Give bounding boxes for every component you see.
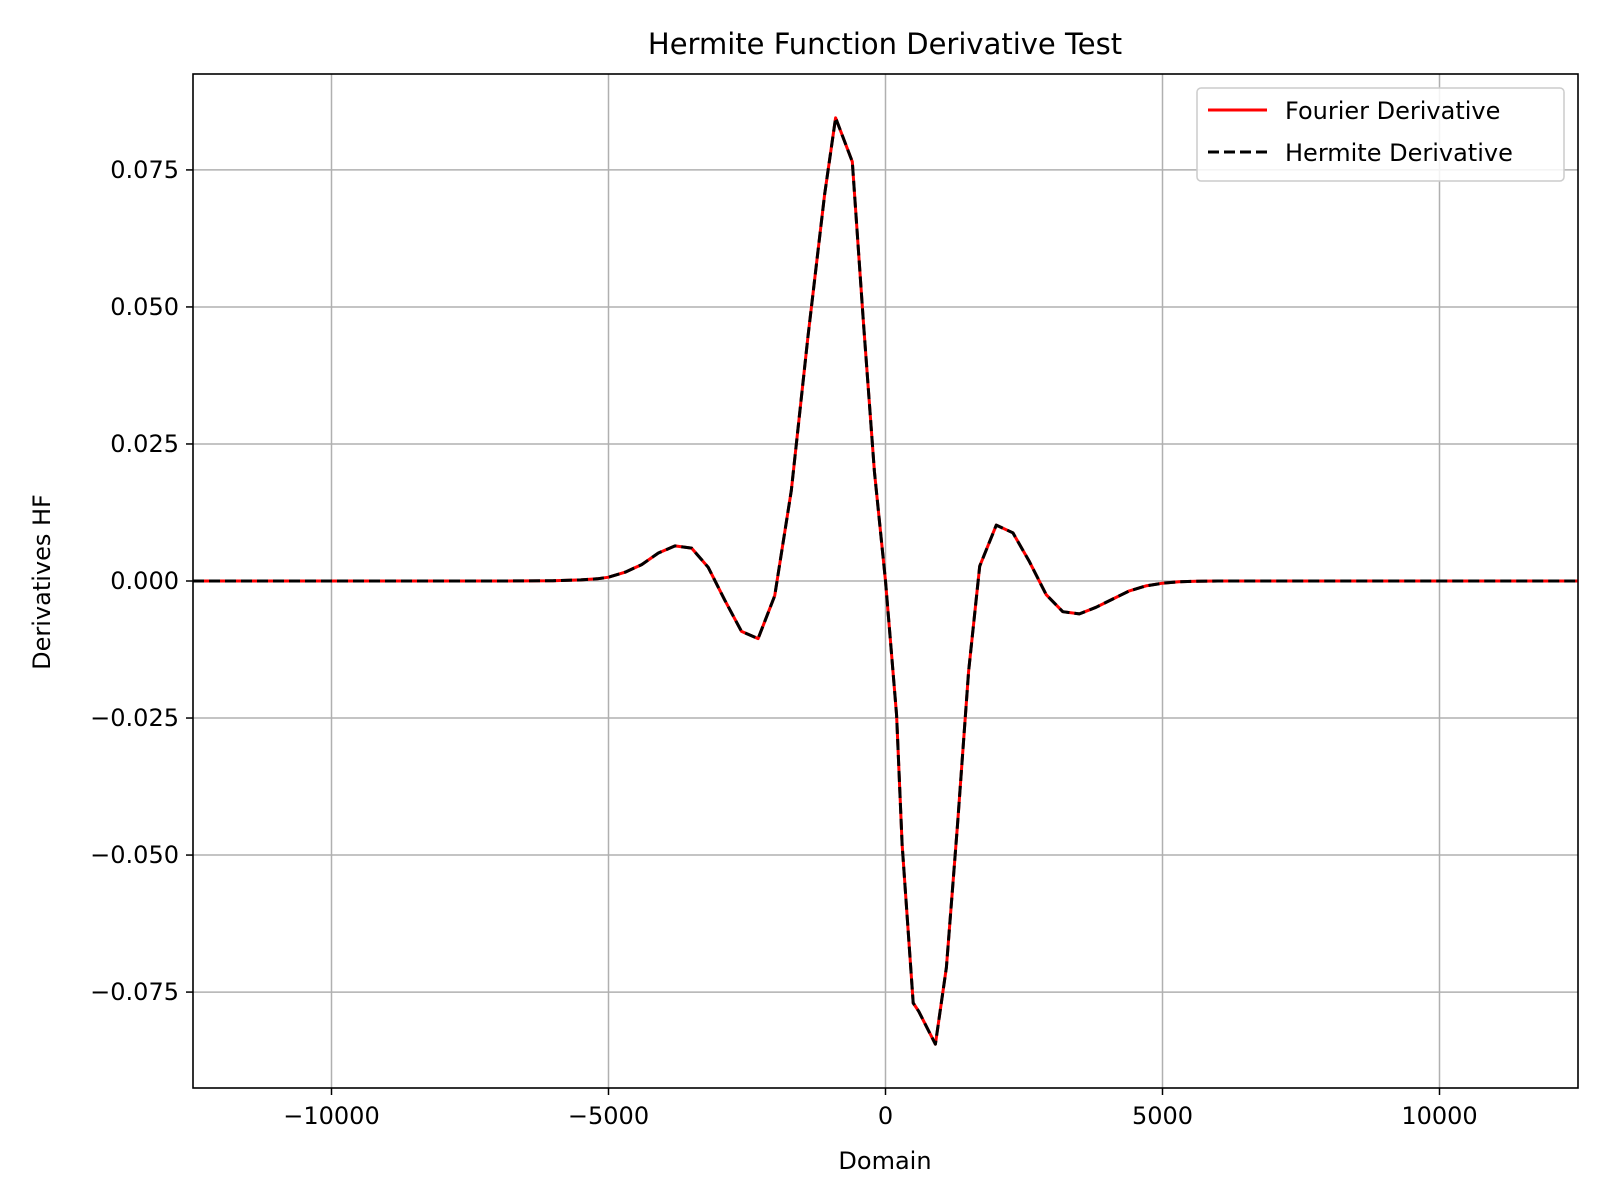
y-axis-label: Derivatives HF xyxy=(28,494,56,670)
y-tick-label: −0.075 xyxy=(90,978,179,1006)
x-tick-label: −10000 xyxy=(283,1102,379,1130)
y-tick-label: 0.000 xyxy=(110,567,179,595)
x-tick-label: 5000 xyxy=(1132,1102,1193,1130)
legend: Fourier Derivative Hermite Derivative xyxy=(1196,87,1565,182)
axis-ticks: −10000 −5000 0 5000 10000 0.075 0.050 0.025 0.00… xyxy=(90,156,1478,1130)
chart-title: Hermite Function Derivative Test xyxy=(648,27,1122,61)
series-line-hermite xyxy=(193,116,1578,1046)
x-tick-label: 0 xyxy=(878,1102,893,1130)
legend-box xyxy=(1196,87,1565,182)
x-tick-label: 10000 xyxy=(1401,1102,1477,1130)
y-tick-label: 0.025 xyxy=(110,430,179,458)
plot-lines xyxy=(193,116,1578,1046)
y-tick-label: 0.050 xyxy=(110,293,179,321)
legend-label-hermite: Hermite Derivative xyxy=(1285,139,1513,167)
x-tick-label: −5000 xyxy=(568,1102,649,1130)
legend-label-fourier: Fourier Derivative xyxy=(1285,97,1500,125)
y-tick-label: 0.075 xyxy=(110,156,179,184)
y-tick-label: −0.050 xyxy=(90,841,179,869)
y-tick-label: −0.025 xyxy=(90,704,179,732)
x-axis-label: Domain xyxy=(838,1147,931,1175)
